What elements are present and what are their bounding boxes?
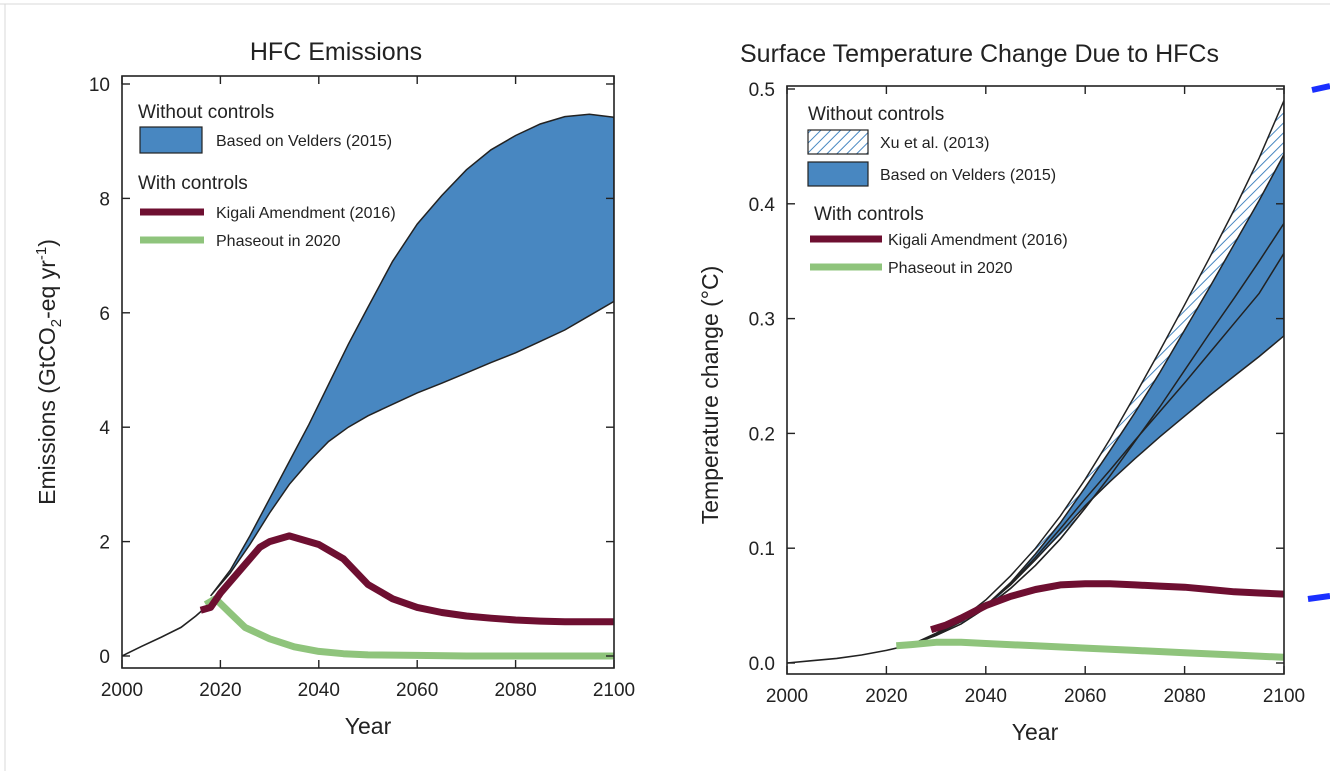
surface-temperature-chart: Surface Temperature Change Due to HFCs 2… [697, 40, 1330, 745]
legend-label-kigali: Kigali Amendment (2016) [888, 232, 1068, 249]
line-phaseout [896, 642, 1284, 657]
x-tick-label: 2060 [396, 680, 438, 701]
x-tick-label: 2080 [1163, 686, 1205, 707]
legend-heading-without-controls: Without controls [808, 104, 944, 125]
legend-label-velders: Based on Velders (2015) [880, 167, 1056, 184]
x-axis-label: Year [345, 713, 392, 739]
x-tick-label: 2040 [965, 686, 1007, 707]
legend-swatch-velders [808, 162, 868, 186]
legend-label-kigali: Kigali Amendment (2016) [216, 205, 396, 222]
x-tick-label: 2080 [494, 680, 536, 701]
y-tick-label: 0 [99, 647, 110, 668]
x-tick-label: 2040 [298, 680, 340, 701]
x-tick-label: 2020 [199, 680, 241, 701]
y-tick-label: 0.2 [749, 424, 775, 445]
legend: Without controls Based on Velders (2015)… [138, 102, 396, 250]
legend-heading-with-controls: With controls [814, 204, 924, 225]
plot-area [122, 114, 614, 656]
y-tick-label: 0.5 [749, 80, 775, 101]
x-tick-label: 2000 [101, 680, 143, 701]
legend-swatch-velders [140, 127, 202, 153]
line-history [122, 607, 206, 656]
legend-heading-with-controls: With controls [138, 173, 248, 194]
legend-label-velders: Based on Velders (2015) [216, 133, 392, 150]
y-tick-label: 4 [99, 418, 110, 439]
legend-label-phaseout: Phaseout in 2020 [888, 260, 1013, 277]
legend-swatch-xu [808, 130, 868, 154]
x-tick-label: 2060 [1064, 686, 1106, 707]
y-tick-label: 6 [99, 304, 110, 325]
x-axis-label: Year [1012, 719, 1059, 745]
y-axis-label: Temperature change (°C) [697, 266, 723, 524]
y-tick-label: 8 [99, 189, 110, 210]
x-tick-label: 2020 [865, 686, 907, 707]
cropped-edge-mark-top [1312, 86, 1330, 90]
y-tick-label: 0.3 [749, 310, 775, 331]
legend-heading-without-controls: Without controls [138, 102, 274, 123]
line-history [787, 645, 911, 663]
line-kigali [201, 536, 614, 622]
y-tick-label: 10 [89, 75, 110, 96]
x-tick-label: 2100 [593, 680, 635, 701]
hfc-emissions-chart: HFC Emissions 2000 2020 2040 2060 2080 2100 0 2… [33, 38, 635, 739]
y-tick-label: 0.0 [749, 654, 775, 675]
x-tick-label: 2100 [1263, 686, 1305, 707]
chart-title: Surface Temperature Change Due to HFCs [740, 40, 1219, 68]
x-tick-label: 2000 [766, 686, 808, 707]
y-tick-label: 0.1 [749, 539, 775, 560]
legend-label-phaseout: Phaseout in 2020 [216, 233, 341, 250]
y-tick-label: 2 [99, 533, 110, 554]
line-kigali [931, 584, 1284, 630]
legend: Without controls Xu et al. (2013) Based … [808, 104, 1068, 277]
chart-title: HFC Emissions [250, 38, 422, 66]
y-axis-label: Emissions (GtCO2-eq yr-1) [33, 239, 65, 505]
y-tick-label: 0.4 [749, 195, 776, 216]
cropped-edge-mark-bottom [1308, 596, 1330, 599]
legend-label-xu: Xu et al. (2013) [880, 135, 989, 152]
band-velders [211, 114, 614, 596]
